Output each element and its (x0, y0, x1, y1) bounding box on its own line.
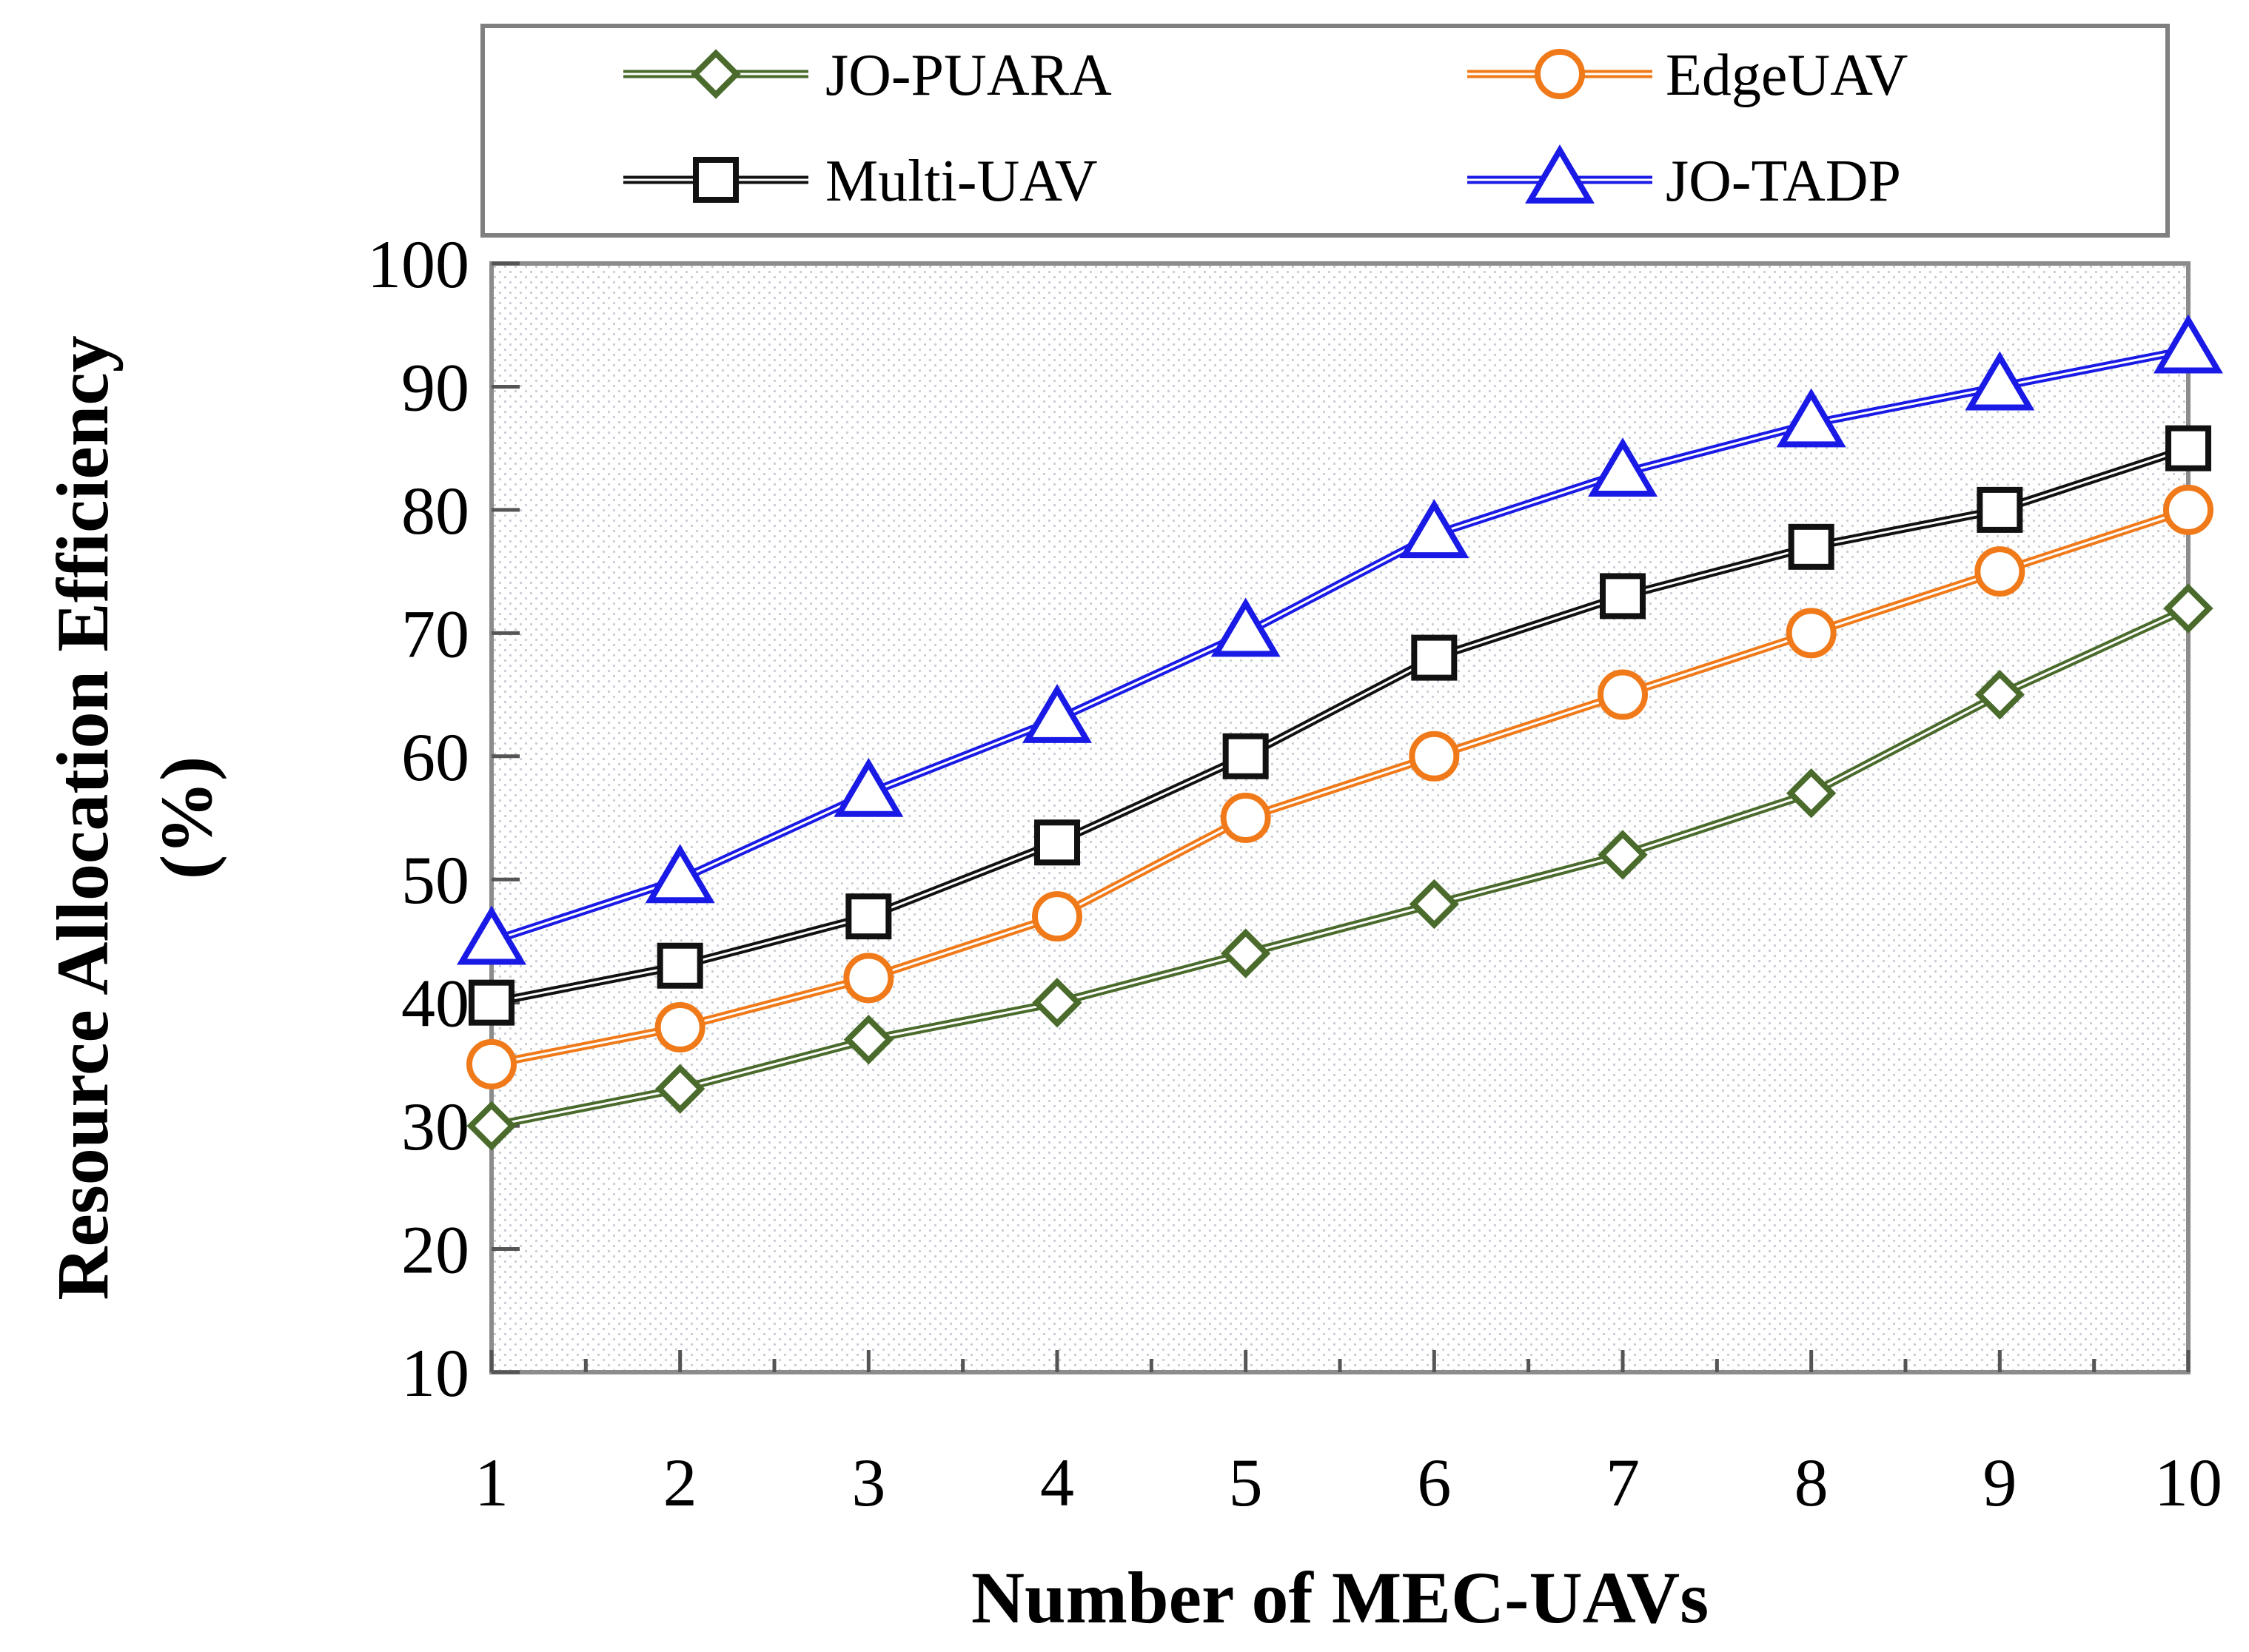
data-point-jo-tadp (1588, 437, 1658, 497)
data-point-jo-puara (1032, 978, 1082, 1028)
y-tick-label: 40 (401, 966, 469, 1041)
legend-item-jo-puara: JO-PUARA (623, 43, 1112, 108)
data-point-multi-uav (1788, 523, 1834, 570)
data-point-jo-puara (1221, 928, 1271, 978)
y-tick-labels: 10 20 30 40 50 60 70 80 90 100 (367, 226, 469, 1411)
y-tick-label: 50 (401, 842, 469, 918)
data-point-jo-tadp (645, 844, 715, 904)
data-point-jo-tadp (457, 905, 526, 965)
plot-area (489, 261, 2191, 1374)
series-line-jo-tadp (491, 349, 2189, 942)
series-line-jo-puara (491, 607, 2189, 1127)
data-point-jo-puara (655, 1064, 705, 1114)
x-tick-label: 6 (1417, 1445, 1451, 1520)
data-point-edgeuav (466, 1038, 517, 1089)
data-point-edgeuav (1974, 546, 2025, 597)
legend-label: Multi-UAV (825, 149, 1097, 214)
x-axis-title: Number of MEC-UAVs (971, 1557, 1709, 1639)
data-point-edgeuav (1220, 793, 1271, 843)
y-tick-label: 70 (401, 596, 469, 671)
x-tick-labels: 1 2 3 4 5 6 7 8 9 10 (475, 1445, 2222, 1520)
y-tick-label: 80 (401, 473, 469, 548)
axis-ticks (489, 261, 2191, 1374)
data-point-multi-uav (1222, 733, 1269, 779)
data-point-edgeuav (1409, 731, 1460, 782)
data-point-multi-uav (1600, 573, 1646, 620)
data-point-jo-tadp (1965, 351, 2035, 411)
y-tick-label: 60 (401, 719, 469, 795)
series-line-edgeuav (491, 508, 2189, 1066)
data-point-jo-puara (1409, 879, 1459, 930)
data-point-edgeuav (2163, 484, 2213, 535)
legend-label: EdgeUAV (1666, 43, 1908, 108)
y-tick-label: 90 (401, 349, 469, 425)
legend-marker (693, 157, 739, 203)
y-tick-label: 30 (401, 1089, 469, 1164)
x-tick-label: 2 (663, 1445, 697, 1520)
data-point-jo-puara (2163, 583, 2213, 634)
y-axis-title-unit: (%) (145, 756, 227, 880)
legend-label: JO-PUARA (825, 43, 1112, 108)
data-point-edgeuav (654, 1001, 705, 1052)
data-point-multi-uav (1977, 486, 2023, 533)
data-point-jo-tadp (1210, 597, 1281, 657)
data-point-jo-puara (1598, 830, 1648, 880)
legend-marker (1535, 49, 1585, 99)
legend-item-jo-tadp: JO-TADP (1467, 144, 1901, 214)
data-point-multi-uav (469, 979, 515, 1026)
legend-box (480, 24, 2170, 238)
data-point-edgeuav (843, 953, 894, 1004)
y-tick-label: 10 (401, 1335, 469, 1411)
data-point-jo-puara (1974, 669, 2025, 720)
x-tick-label: 1 (475, 1445, 509, 1520)
data-point-jo-tadp (1022, 683, 1092, 743)
data-point-multi-uav (845, 893, 892, 940)
series-lines (490, 346, 2191, 1130)
data-point-jo-puara (843, 1014, 894, 1065)
x-tick-label: 10 (2154, 1445, 2222, 1520)
y-axis-title: Resource Allocation Efficiency (%) (41, 335, 227, 1300)
x-tick-label: 3 (851, 1445, 885, 1520)
data-point-multi-uav (2165, 425, 2211, 471)
data-point-multi-uav (1411, 634, 1458, 681)
data-point-edgeuav (1598, 669, 1648, 720)
legend-marker (1525, 144, 1595, 204)
data-point-jo-tadp (1399, 499, 1469, 559)
x-tick-label: 7 (1606, 1445, 1640, 1520)
legend-label: JO-TADP (1666, 149, 1901, 214)
x-tick-label: 5 (1229, 1445, 1263, 1520)
data-point-jo-tadp (834, 757, 904, 817)
data-point-jo-puara (466, 1101, 517, 1151)
legend-item-multi-uav: Multi-UAV (623, 149, 1097, 214)
data-point-jo-puara (1786, 768, 1837, 819)
y-tick-label: 100 (367, 226, 469, 302)
legend-item-edgeuav: EdgeUAV (1467, 43, 1908, 108)
data-point-jo-tadp (2154, 314, 2223, 374)
y-tick-label: 20 (401, 1212, 469, 1288)
data-point-multi-uav (657, 942, 703, 989)
x-tick-label: 4 (1040, 1445, 1074, 1520)
x-tick-label: 8 (1794, 1445, 1829, 1520)
series-markers (457, 314, 2223, 1151)
legend: JO-PUARA EdgeUAV Multi-UAV JO-TADP (480, 24, 2170, 238)
legend-marker (691, 49, 741, 99)
series-line-multi-uav (491, 447, 2189, 1004)
x-tick-label: 9 (1982, 1445, 2017, 1520)
data-point-edgeuav (1032, 891, 1082, 942)
data-point-edgeuav (1786, 608, 1837, 659)
data-point-jo-tadp (1776, 388, 1846, 448)
data-point-multi-uav (1034, 819, 1080, 866)
y-axis-title-main: Resource Allocation Efficiency (41, 335, 124, 1300)
